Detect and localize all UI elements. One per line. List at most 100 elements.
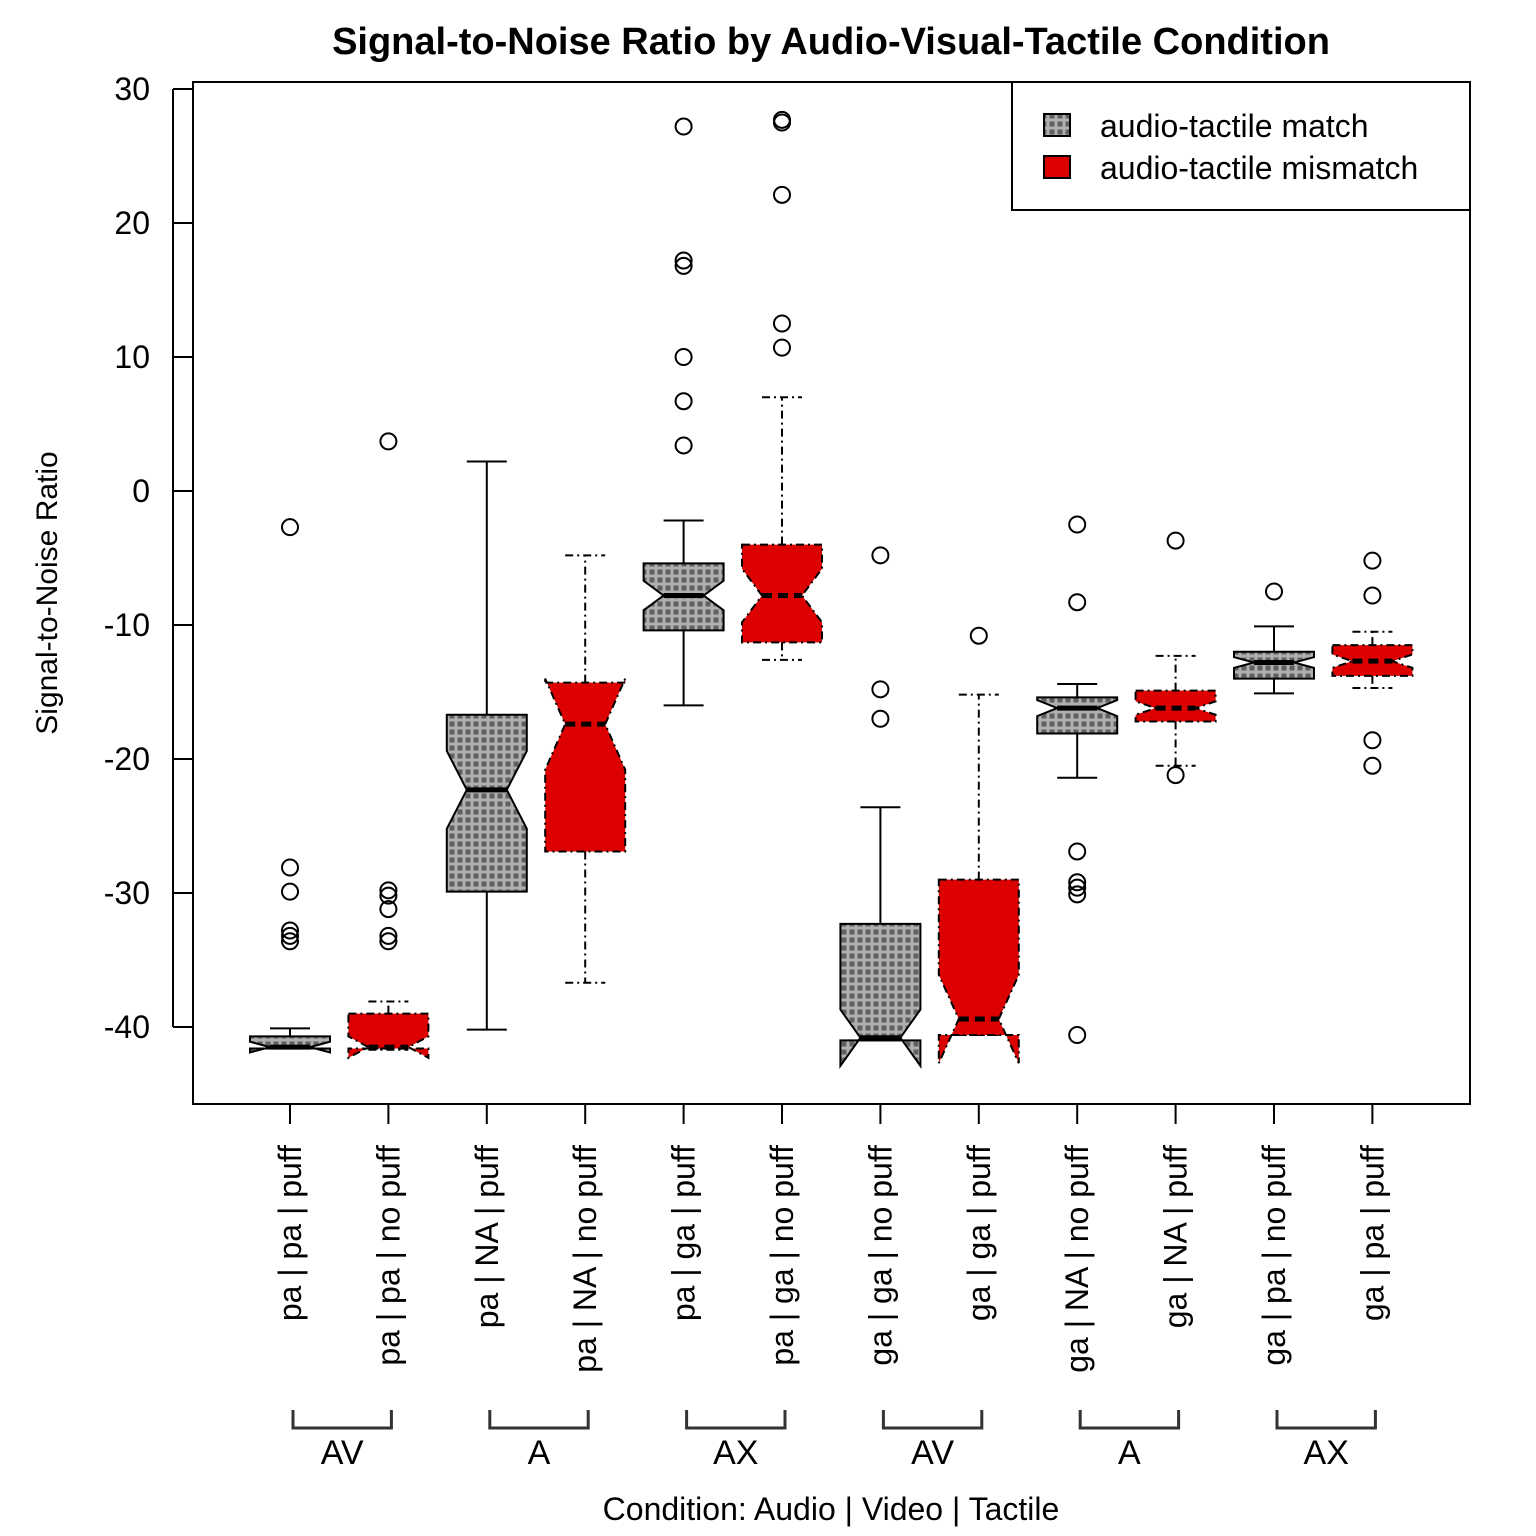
outlier-point: [281, 518, 299, 537]
box-8: [937, 626, 1020, 1064]
outlier-point: [871, 546, 890, 565]
outlier-point: [1166, 531, 1185, 550]
x-tick-label: ga | NA | puff: [1158, 1145, 1194, 1328]
outlier-point: [1068, 885, 1087, 904]
y-tick-label: 0: [132, 473, 150, 509]
y-axis-label: Signal-to-Noise Ratio: [31, 451, 64, 734]
x-tick-label: ga | pa | puff: [1354, 1145, 1390, 1321]
legend-swatch-mismatch: [1043, 155, 1071, 179]
outlier-point: [281, 882, 299, 901]
outlier-point: [379, 432, 398, 451]
y-tick-label: 30: [114, 71, 150, 107]
outlier-point: [1068, 1026, 1087, 1045]
outlier-point: [674, 117, 693, 136]
x-tick-label: ga | ga | puff: [961, 1145, 997, 1321]
group-label: AV: [911, 1434, 954, 1472]
notched-box: [1036, 696, 1119, 735]
y-tick-label: -30: [104, 875, 150, 911]
outlier-point: [871, 680, 890, 699]
notched-box: [445, 713, 528, 893]
box-5: [642, 117, 725, 707]
notched-box: [249, 1035, 331, 1054]
box-12: [1331, 551, 1414, 775]
outlier-point: [674, 256, 693, 275]
outlier-point: [379, 926, 398, 945]
group-bracket: [291, 1410, 393, 1430]
outlier-point: [674, 392, 693, 411]
legend-label-match: audio-tactile match: [1100, 108, 1369, 144]
group-bracket: [1275, 1410, 1377, 1430]
legend-label-mismatch: audio-tactile mismatch: [1100, 150, 1418, 186]
group-bracket: [1078, 1410, 1181, 1430]
x-tick-label: ga | NA | no puff: [1059, 1145, 1095, 1373]
outlier-point: [773, 314, 791, 333]
box-2: [347, 432, 430, 1060]
outlier-point: [281, 926, 299, 945]
y-tick-label: -40: [104, 1009, 150, 1045]
y-tick-label: -10: [104, 607, 150, 643]
box-3: [445, 460, 528, 1031]
outlier-point: [969, 626, 988, 645]
legend-swatch-match: [1043, 113, 1071, 137]
group-label: AV: [321, 1434, 364, 1472]
outlier-point: [379, 881, 398, 900]
outlier-point: [674, 251, 693, 270]
x-tick-label: ga | ga | no puff: [862, 1145, 898, 1366]
outlier-point: [1068, 878, 1087, 897]
x-tick-label: pa | ga | puff: [666, 1145, 702, 1321]
outlier-point: [379, 900, 398, 919]
notched-box: [839, 922, 922, 1069]
outlier-point: [1068, 515, 1087, 534]
notched-box: [544, 678, 627, 853]
x-tick-label: pa | NA | no puff: [567, 1145, 603, 1373]
outlier-point: [1166, 766, 1185, 785]
outlier-point: [773, 185, 791, 204]
outlier-point: [1363, 551, 1382, 570]
box-9: [1036, 515, 1119, 1045]
x-axis: pa | pa | puff pa | pa | no puff pa | NA |…: [272, 1103, 1390, 1472]
outlier-point: [674, 436, 693, 455]
x-tick-label: pa | ga | no puff: [764, 1145, 800, 1366]
outlier-point: [1363, 756, 1382, 775]
group-bracket: [881, 1410, 984, 1430]
x-tick-label: pa | pa | puff: [272, 1145, 308, 1321]
y-tick-label: 20: [114, 205, 150, 241]
outlier-point: [773, 113, 791, 132]
group-label: A: [1118, 1434, 1141, 1472]
y-axis: 30 20 10 0 -10 -20 -30 -40: [104, 71, 193, 1045]
outlier-point: [1265, 582, 1283, 601]
box-7: [839, 546, 922, 1069]
x-tick-label: ga | pa | no puff: [1256, 1145, 1292, 1366]
legend-frame: [1011, 81, 1471, 211]
outlier-point: [379, 886, 398, 905]
outlier-point: [281, 932, 299, 951]
box-1: [249, 518, 331, 1054]
box-4: [544, 554, 627, 984]
box-6: [741, 110, 823, 661]
x-axis-label: Condition: Audio | Video | Tactile: [603, 1491, 1060, 1527]
y-tick-label: 10: [114, 339, 150, 375]
group-bracket: [685, 1410, 787, 1430]
group-label: AX: [713, 1434, 758, 1472]
outlier-point: [674, 348, 693, 366]
boxes: [249, 110, 1414, 1069]
group-label: AX: [1304, 1434, 1349, 1472]
box-11: [1233, 582, 1315, 695]
group-bracket: [488, 1410, 590, 1430]
group-label: A: [528, 1434, 551, 1472]
outlier-point: [281, 858, 299, 877]
notched-box: [347, 1012, 430, 1060]
plot-frame: [192, 81, 1471, 1105]
x-tick-label: pa | pa | no puff: [370, 1145, 406, 1366]
outlier-point: [281, 921, 299, 940]
outlier-point: [871, 709, 890, 728]
chart-title: Signal-to-Noise Ratio by Audio-Visual-Ta…: [332, 21, 1330, 63]
y-tick-label: -20: [104, 741, 150, 777]
outlier-point: [1068, 593, 1087, 612]
outlier-point: [1363, 586, 1382, 605]
outlier-point: [1068, 842, 1087, 861]
outlier-point: [1363, 731, 1382, 750]
outlier-point: [379, 932, 398, 951]
outlier-point: [1068, 873, 1087, 892]
